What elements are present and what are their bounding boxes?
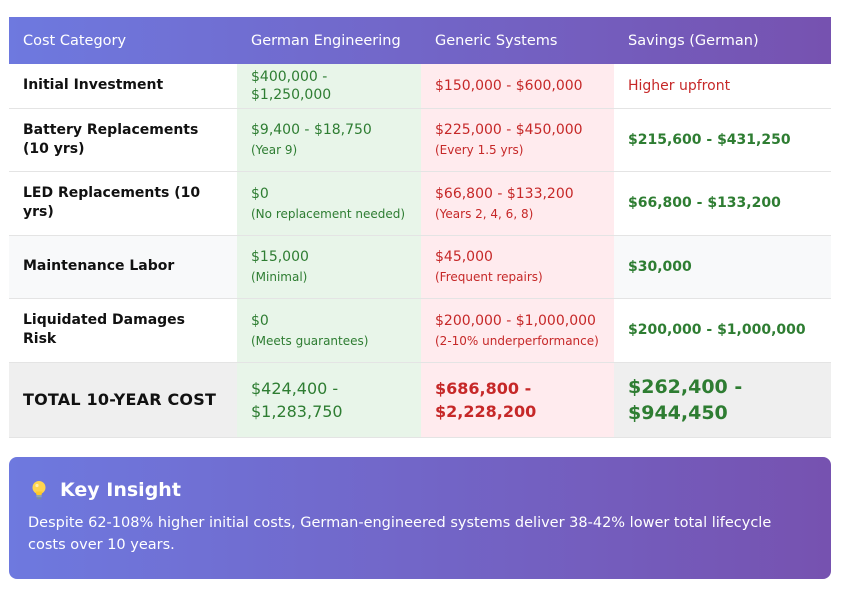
generic-cost-cell: $200,000 - $1,000,000 (2-10% underperfor…: [421, 298, 614, 363]
german-total-value: $424,400 - $1,283,750: [251, 378, 343, 421]
savings-cell: $66,800 - $133,200: [614, 171, 831, 236]
row-category: Initial Investment: [9, 64, 237, 109]
table-header-row: Cost Category German Engineering Generic…: [9, 17, 831, 64]
german-cost-value: $15,000: [251, 249, 309, 265]
key-insight-title: Key Insight: [60, 479, 181, 501]
table-row: Maintenance Labor $15,000 (Minimal) $45,…: [9, 235, 831, 299]
generic-cost-value: $150,000 - $600,000: [435, 77, 583, 94]
generic-cost-note: (Years 2, 4, 6, 8): [435, 206, 534, 221]
german-cost-cell: $400,000 - $1,250,000: [237, 64, 421, 109]
german-cost-cell: $9,400 - $18,750 (Year 9): [237, 108, 421, 172]
german-cost-note: (No replacement needed): [251, 206, 406, 221]
generic-cost-cell: $150,000 - $600,000: [421, 64, 614, 109]
header-savings-german: Savings (German): [628, 32, 759, 49]
key-insight-text: Despite 62-108% higher initial costs, Ge…: [28, 515, 772, 553]
savings-cell: $30,000: [614, 235, 831, 299]
savings-cell: $215,600 - $431,250: [614, 108, 831, 172]
row-category: Liquidated Damages Risk: [9, 298, 237, 363]
generic-cost-note: (Every 1.5 yrs): [435, 143, 524, 157]
german-cost-note: (Year 9): [251, 143, 298, 157]
generic-cost-cell: $66,800 - $133,200 (Years 2, 4, 6, 8): [421, 171, 614, 236]
row-category: Maintenance Labor: [9, 235, 237, 299]
german-cost-value: $400,000 - $1,250,000: [251, 68, 332, 103]
german-cost-note: (Meets guarantees): [251, 333, 369, 348]
header-german-engineering: German Engineering: [251, 32, 401, 49]
german-cost-value: $0: [251, 312, 269, 329]
table-row: Initial Investment $400,000 - $1,250,000…: [9, 64, 831, 109]
savings-total-cell: $262,400 - $944,450: [614, 362, 831, 438]
total-row: TOTAL 10-YEAR COST $424,400 - $1,283,750…: [9, 362, 831, 438]
german-cost-cell: $15,000 (Minimal): [237, 235, 421, 299]
generic-cost-value: $200,000 - $1,000,000: [435, 312, 596, 329]
key-insight-header: Key Insight: [28, 477, 812, 503]
lightbulb-icon: [28, 479, 50, 501]
german-cost-value: $0: [251, 185, 269, 202]
table-row: Battery Replacements (10 yrs) $9,400 - $…: [9, 108, 831, 172]
table-row: LED Replacements (10 yrs) $0 (No replace…: [9, 171, 831, 236]
generic-cost-note: (Frequent repairs): [435, 270, 543, 284]
generic-cost-value: $45,000: [435, 249, 493, 265]
generic-cost-value: $66,800 - $133,200: [435, 185, 574, 202]
savings-cell: $200,000 - $1,000,000: [614, 298, 831, 363]
row-category: LED Replacements (10 yrs): [9, 171, 237, 236]
german-total-cell: $424,400 - $1,283,750: [237, 362, 421, 438]
generic-cost-value: $225,000 - $450,000: [435, 122, 583, 138]
german-cost-cell: $0 (Meets guarantees): [237, 298, 421, 363]
total-label: TOTAL 10-YEAR COST: [9, 362, 237, 438]
generic-cost-note: (2-10% underperformance): [435, 333, 599, 348]
generic-total-cell: $686,800 - $2,228,200: [421, 362, 614, 438]
savings-cell: Higher upfront: [614, 64, 831, 109]
header-cost-category: Cost Category: [23, 32, 127, 49]
german-cost-note: (Minimal): [251, 270, 308, 284]
german-cost-cell: $0 (No replacement needed): [237, 171, 421, 236]
key-insight-box: Key Insight Despite 62-108% higher initi…: [9, 457, 831, 579]
cost-comparison-table: Cost Category German Engineering Generic…: [9, 17, 831, 438]
savings-total-value: $262,400 - $944,450: [628, 375, 743, 424]
generic-cost-cell: $225,000 - $450,000 (Every 1.5 yrs): [421, 108, 614, 172]
header-generic-systems: Generic Systems: [435, 32, 558, 49]
row-category: Battery Replacements (10 yrs): [9, 108, 237, 172]
german-cost-value: $9,400 - $18,750: [251, 122, 372, 138]
generic-total-value: $686,800 - $2,228,200: [435, 378, 537, 421]
table-row: Liquidated Damages Risk $0 (Meets guaran…: [9, 298, 831, 363]
generic-cost-cell: $45,000 (Frequent repairs): [421, 235, 614, 299]
